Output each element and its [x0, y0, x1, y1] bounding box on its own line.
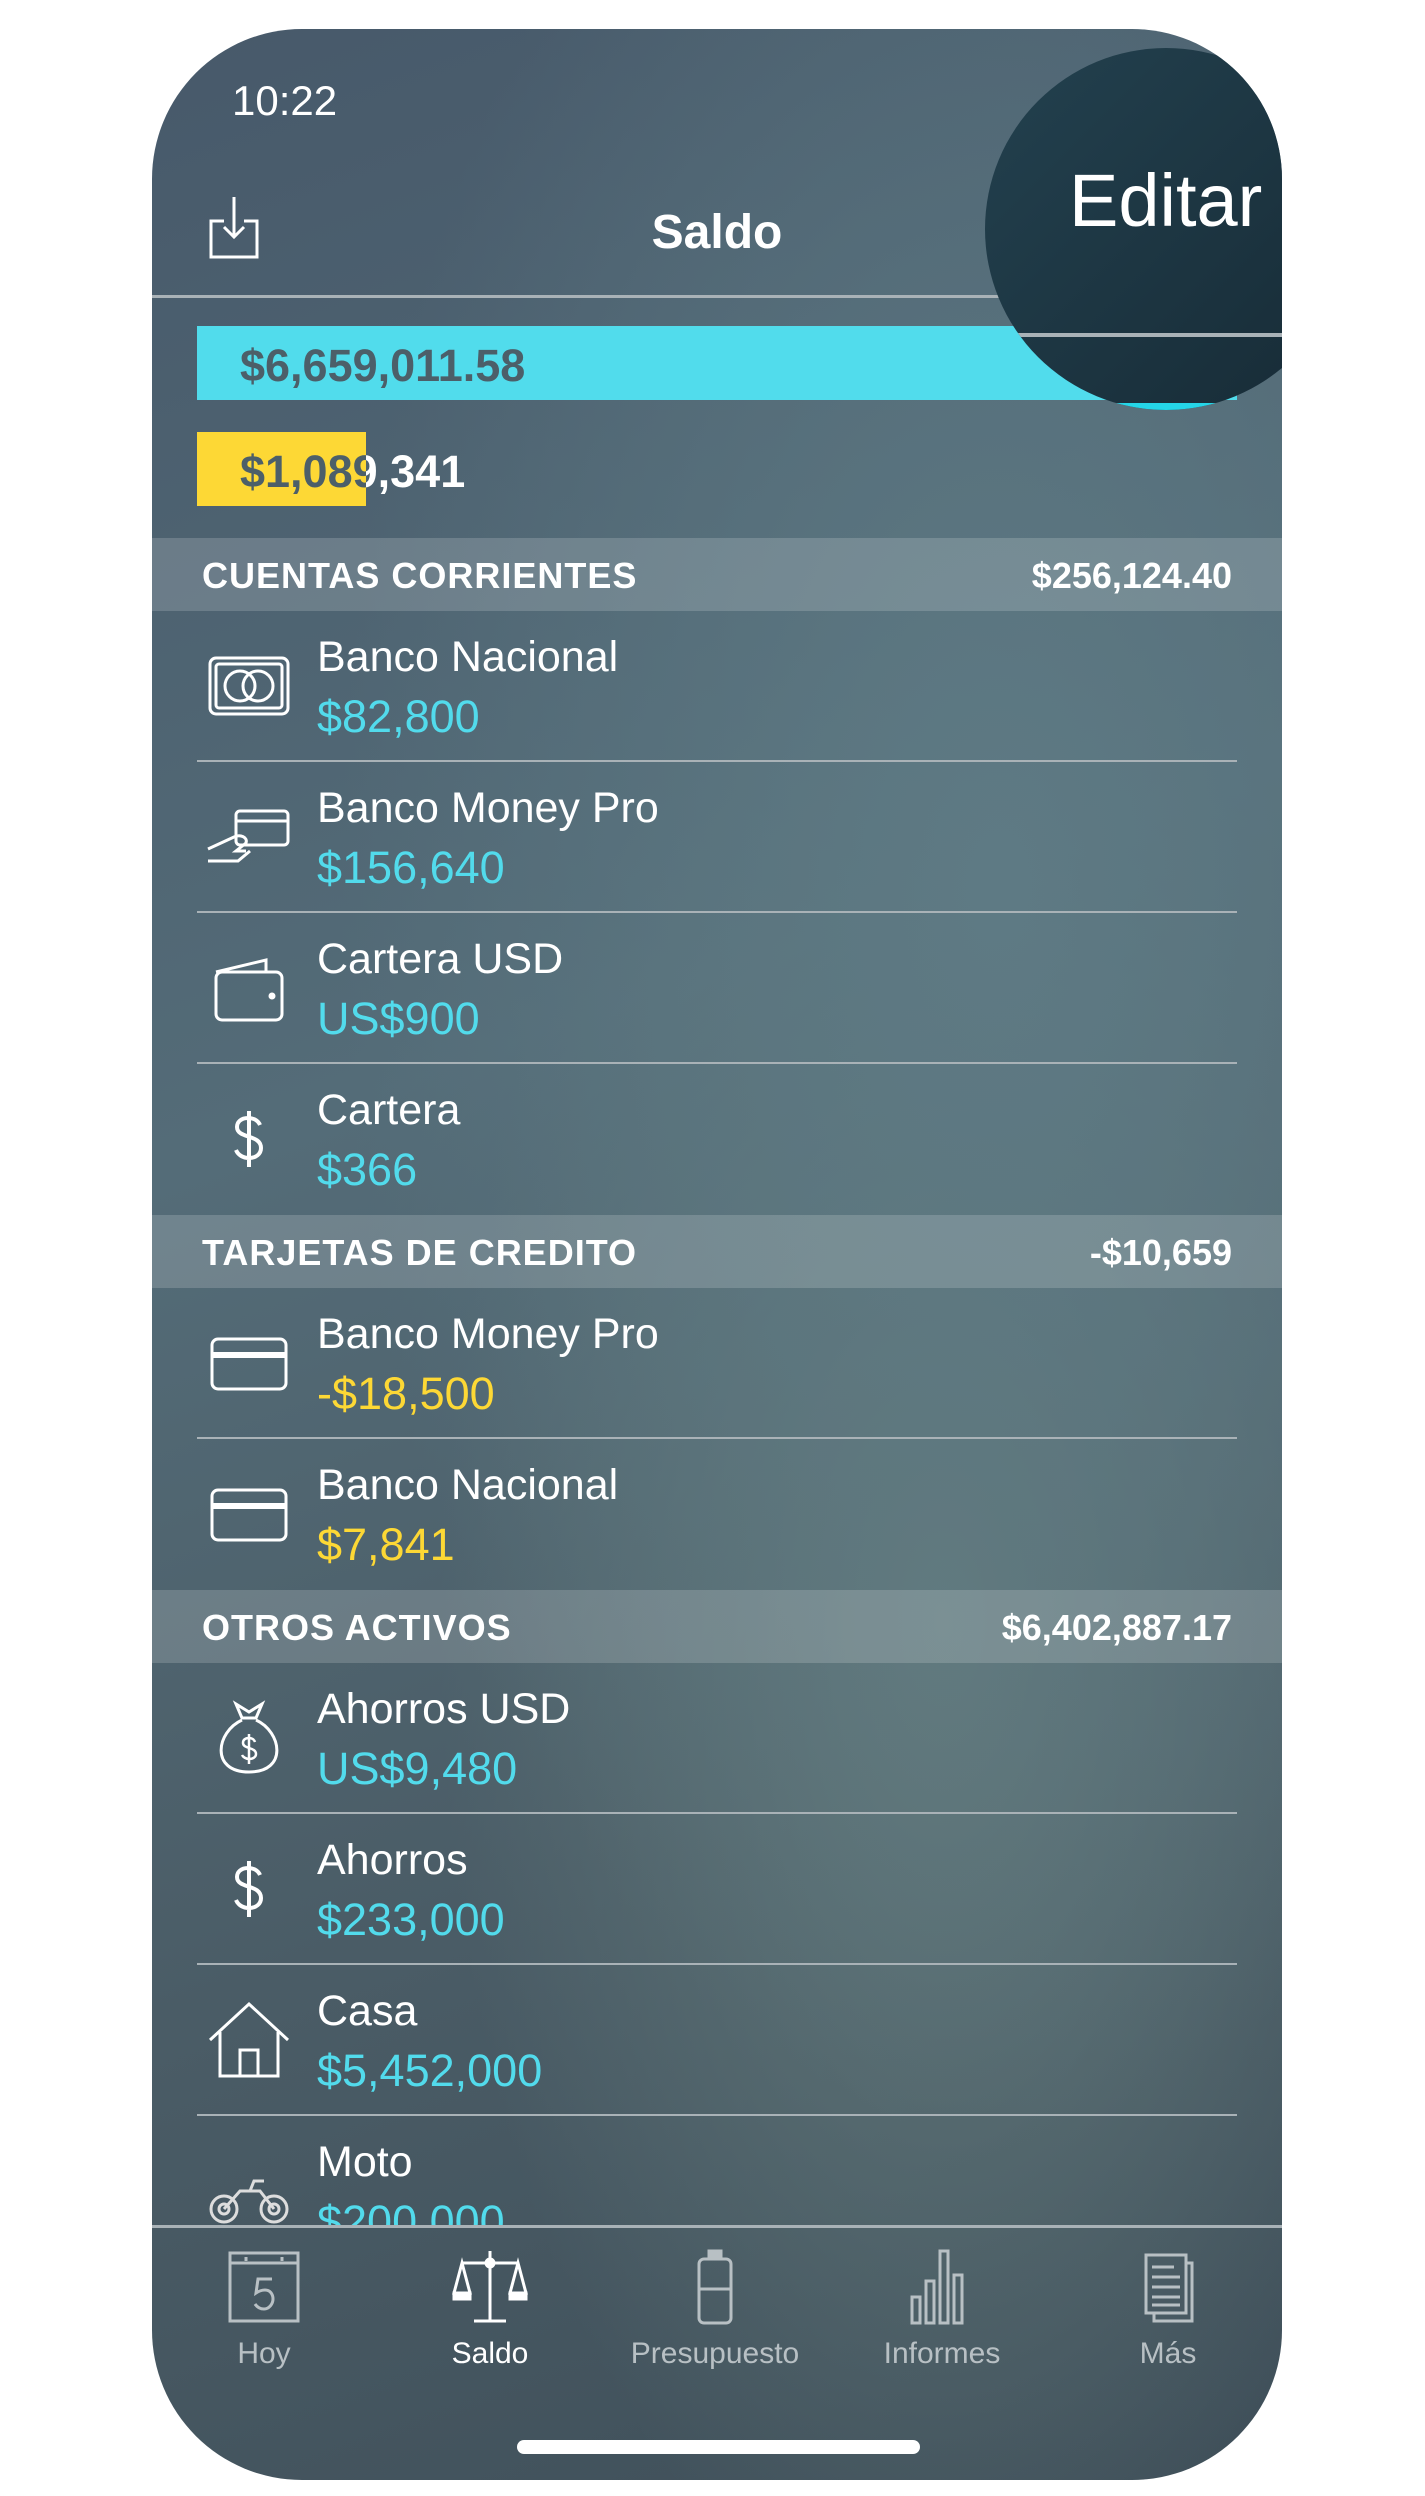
account-balance: $5,452,000 [317, 2045, 543, 2096]
page-title: Saldo [651, 206, 783, 259]
section-total: $6,402,887.17 [1001, 1607, 1232, 1648]
account-balance: $366 [317, 1144, 418, 1195]
scale-icon [380, 2249, 600, 2325]
divider [197, 1062, 1237, 1064]
tab-saldo[interactable]: Saldo [380, 2249, 600, 2389]
assets-total: $6,659,011.58 [240, 340, 526, 391]
account-name: Ahorros [317, 1836, 468, 1884]
bar-chart-icon [832, 2249, 1052, 2325]
motorcycle-icon [206, 2151, 292, 2225]
edit-button[interactable]: Editar [1069, 159, 1263, 242]
accounts-list[interactable]: CUENTAS CORRIENTES $256,124.40 Banco Naci… [152, 538, 1282, 2225]
tab-mas[interactable]: Más [1058, 2249, 1278, 2389]
account-name: Banco Nacional [317, 1461, 619, 1509]
section-total: -$10,659 [1089, 1232, 1232, 1273]
tab-label: Hoy [237, 2337, 291, 2370]
account-balance: $7,841 [317, 1519, 455, 1570]
section-header: TARJETAS DE CREDITO -$10,659 [152, 1215, 1282, 1288]
status-time: 10:22 [232, 77, 338, 124]
download-icon[interactable] [208, 195, 260, 259]
section-total: $256,124.40 [1031, 555, 1232, 596]
account-row[interactable]: Casa $5,452,000 [152, 1965, 1282, 2116]
house-icon [206, 2000, 292, 2080]
liabilities-total: $1,089,341 [240, 446, 466, 497]
credit-card-icon [206, 1323, 292, 1403]
account-balance: US$900 [317, 993, 480, 1044]
account-row[interactable]: Banco Money Pro $156,640 [152, 762, 1282, 913]
tab-label: Más [1139, 2337, 1197, 2370]
account-name: Ahorros USD [317, 1685, 571, 1733]
divider [197, 760, 1237, 762]
account-name: Moto [317, 2138, 413, 2186]
assets-bar-fragment [985, 403, 1282, 410]
divider [197, 1437, 1237, 1439]
section-title: CUENTAS CORRIENTES [202, 555, 638, 596]
divider [197, 1812, 1237, 1814]
account-row[interactable]: Ahorros USD US$9,480 [152, 1663, 1282, 1814]
divider [152, 295, 1282, 298]
budget-jar-icon [605, 2249, 825, 2325]
account-row[interactable]: Ahorros $233,000 [152, 1814, 1282, 1965]
account-balance: $200,000 [317, 2196, 505, 2225]
section-header: OTROS ACTIVOS $6,402,887.17 [152, 1590, 1282, 1663]
wallet-icon [206, 948, 292, 1028]
divider [985, 333, 1282, 337]
divider [197, 911, 1237, 913]
money-bag-icon [206, 1698, 292, 1778]
account-name: Banco Money Pro [317, 784, 659, 832]
account-name: Cartera [317, 1086, 461, 1134]
account-row[interactable]: Moto $200,000 [152, 2116, 1282, 2225]
tab-hoy[interactable]: Hoy [154, 2249, 374, 2389]
tab-label: Informes [883, 2337, 1001, 2370]
account-balance: $156,640 [317, 842, 505, 893]
phone-screen: 10:22 Saldo $6,659,011.58 $1,089,341 CUE… [152, 29, 1282, 2480]
divider [152, 2225, 1282, 2228]
account-row[interactable]: Cartera $366 [152, 1064, 1282, 1215]
account-name: Banco Nacional [317, 633, 619, 681]
tab-label: Presupuesto [630, 2337, 800, 2370]
dollar-icon [206, 1099, 292, 1179]
account-row[interactable]: Banco Nacional $7,841 [152, 1439, 1282, 1590]
account-name: Cartera USD [317, 935, 564, 983]
section-title: TARJETAS DE CREDITO [202, 1232, 638, 1273]
tab-label: Saldo [451, 2337, 529, 2370]
tab-presupuesto[interactable]: Presupuesto [605, 2249, 825, 2389]
calendar-icon [154, 2249, 374, 2325]
edit-magnifier[interactable]: Editar [985, 48, 1282, 410]
documents-icon [1058, 2249, 1278, 2325]
account-name: Casa [317, 1987, 418, 2035]
divider [197, 2114, 1237, 2116]
tab-informes[interactable]: Informes [832, 2249, 1052, 2389]
home-indicator [517, 2440, 920, 2454]
account-balance: US$9,480 [317, 1743, 518, 1794]
hand-card-icon [206, 797, 292, 877]
section-header: CUENTAS CORRIENTES $256,124.40 [152, 538, 1282, 611]
account-balance: -$18,500 [317, 1368, 495, 1419]
account-balance: $233,000 [317, 1894, 505, 1945]
account-row[interactable]: Cartera USD US$900 [152, 913, 1282, 1064]
section-title: OTROS ACTIVOS [202, 1607, 512, 1648]
bank-card-icon [206, 646, 292, 726]
account-name: Banco Money Pro [317, 1310, 659, 1358]
divider [197, 1963, 1237, 1965]
credit-card-icon [206, 1474, 292, 1554]
dollar-icon [206, 1849, 292, 1929]
liabilities-bar [197, 432, 366, 506]
account-row[interactable]: Banco Nacional $82,800 [152, 611, 1282, 762]
account-balance: $82,800 [317, 691, 480, 742]
account-row[interactable]: Banco Money Pro -$18,500 [152, 1288, 1282, 1439]
